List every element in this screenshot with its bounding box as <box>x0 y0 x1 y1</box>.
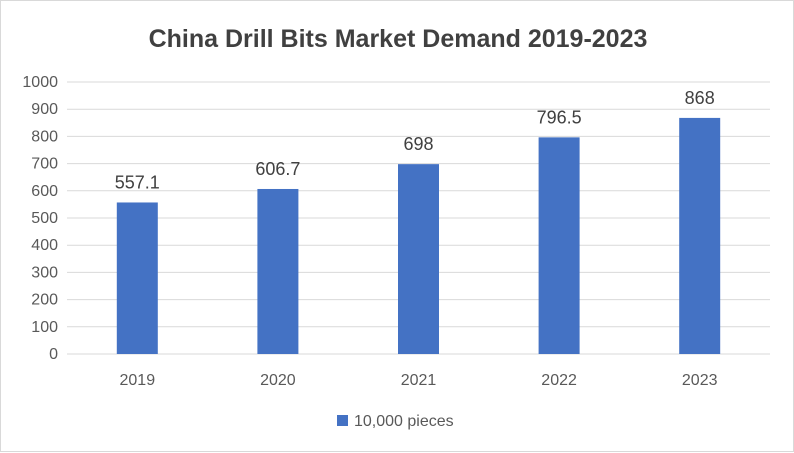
bars <box>116 117 721 355</box>
data-label: 557.1 <box>115 172 160 192</box>
x-tick-label: 2019 <box>120 372 156 389</box>
data-label: 606.7 <box>255 159 300 179</box>
data-label: 698 <box>403 134 433 154</box>
y-tick-label: 400 <box>31 237 58 254</box>
y-tick-label: 900 <box>31 101 58 118</box>
legend: 10,000 pieces <box>337 413 454 430</box>
y-tick-label: 200 <box>31 292 58 309</box>
y-tick-label: 500 <box>31 210 58 227</box>
chart-title: China Drill Bits Market Demand 2019-2023 <box>149 25 648 53</box>
bar-2023 <box>679 117 721 355</box>
x-tick-label: 2020 <box>260 372 296 389</box>
y-tick-label: 0 <box>49 346 58 363</box>
legend-swatch <box>337 415 348 426</box>
y-tick-label: 100 <box>31 319 58 336</box>
y-tick-label: 800 <box>31 128 58 145</box>
y-tick-label: 1000 <box>22 74 58 91</box>
data-label: 796.5 <box>537 107 582 127</box>
x-tick-label: 2022 <box>541 372 577 389</box>
y-axis-ticks: 0 100 200 300 400 500 600 700 800 900 1000 <box>22 74 58 363</box>
bar-2021 <box>398 164 439 354</box>
bar-2019 <box>116 202 158 354</box>
x-tick-label: 2021 <box>401 372 437 389</box>
x-tick-label: 2023 <box>682 372 718 389</box>
bar-2020 <box>257 188 299 354</box>
y-tick-label: 300 <box>31 264 58 281</box>
bar-2022 <box>538 137 580 354</box>
data-labels: 557.1 606.7 698 796.5 868 <box>115 88 715 193</box>
legend-label: 10,000 pieces <box>354 413 454 430</box>
y-tick-label: 600 <box>31 183 58 200</box>
x-axis-ticks: 2019 2020 2021 2022 2023 <box>120 372 718 389</box>
data-label: 868 <box>685 88 715 108</box>
y-tick-label: 700 <box>31 156 58 173</box>
